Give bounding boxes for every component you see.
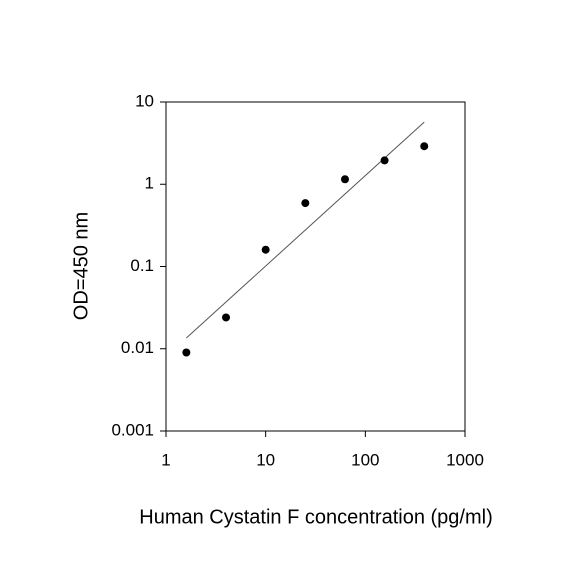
y-tick-label: 0.001 xyxy=(111,420,154,439)
plot-frame xyxy=(165,101,466,432)
data-point xyxy=(420,142,429,151)
y-tick-label: 0.1 xyxy=(130,256,154,275)
x-tick-label: 1000 xyxy=(446,450,484,469)
fit-line xyxy=(186,121,425,339)
x-tick-label: 1 xyxy=(161,450,170,469)
data-point xyxy=(222,313,231,322)
y-tick-label: 0.01 xyxy=(121,338,154,357)
x-axis-title: Human Cystatin F concentration (pg/ml) xyxy=(139,506,492,528)
data-point xyxy=(182,348,191,357)
data-point xyxy=(380,156,389,165)
data-point xyxy=(261,245,270,254)
y-tick-label: 10 xyxy=(135,91,154,110)
data-point xyxy=(340,175,349,184)
y-tick-label: 1 xyxy=(145,174,154,193)
y-axis-title: OD=450 nm xyxy=(70,212,92,320)
data-point xyxy=(301,199,310,208)
x-tick-label: 100 xyxy=(351,450,379,469)
x-tick-label: 10 xyxy=(256,450,275,469)
